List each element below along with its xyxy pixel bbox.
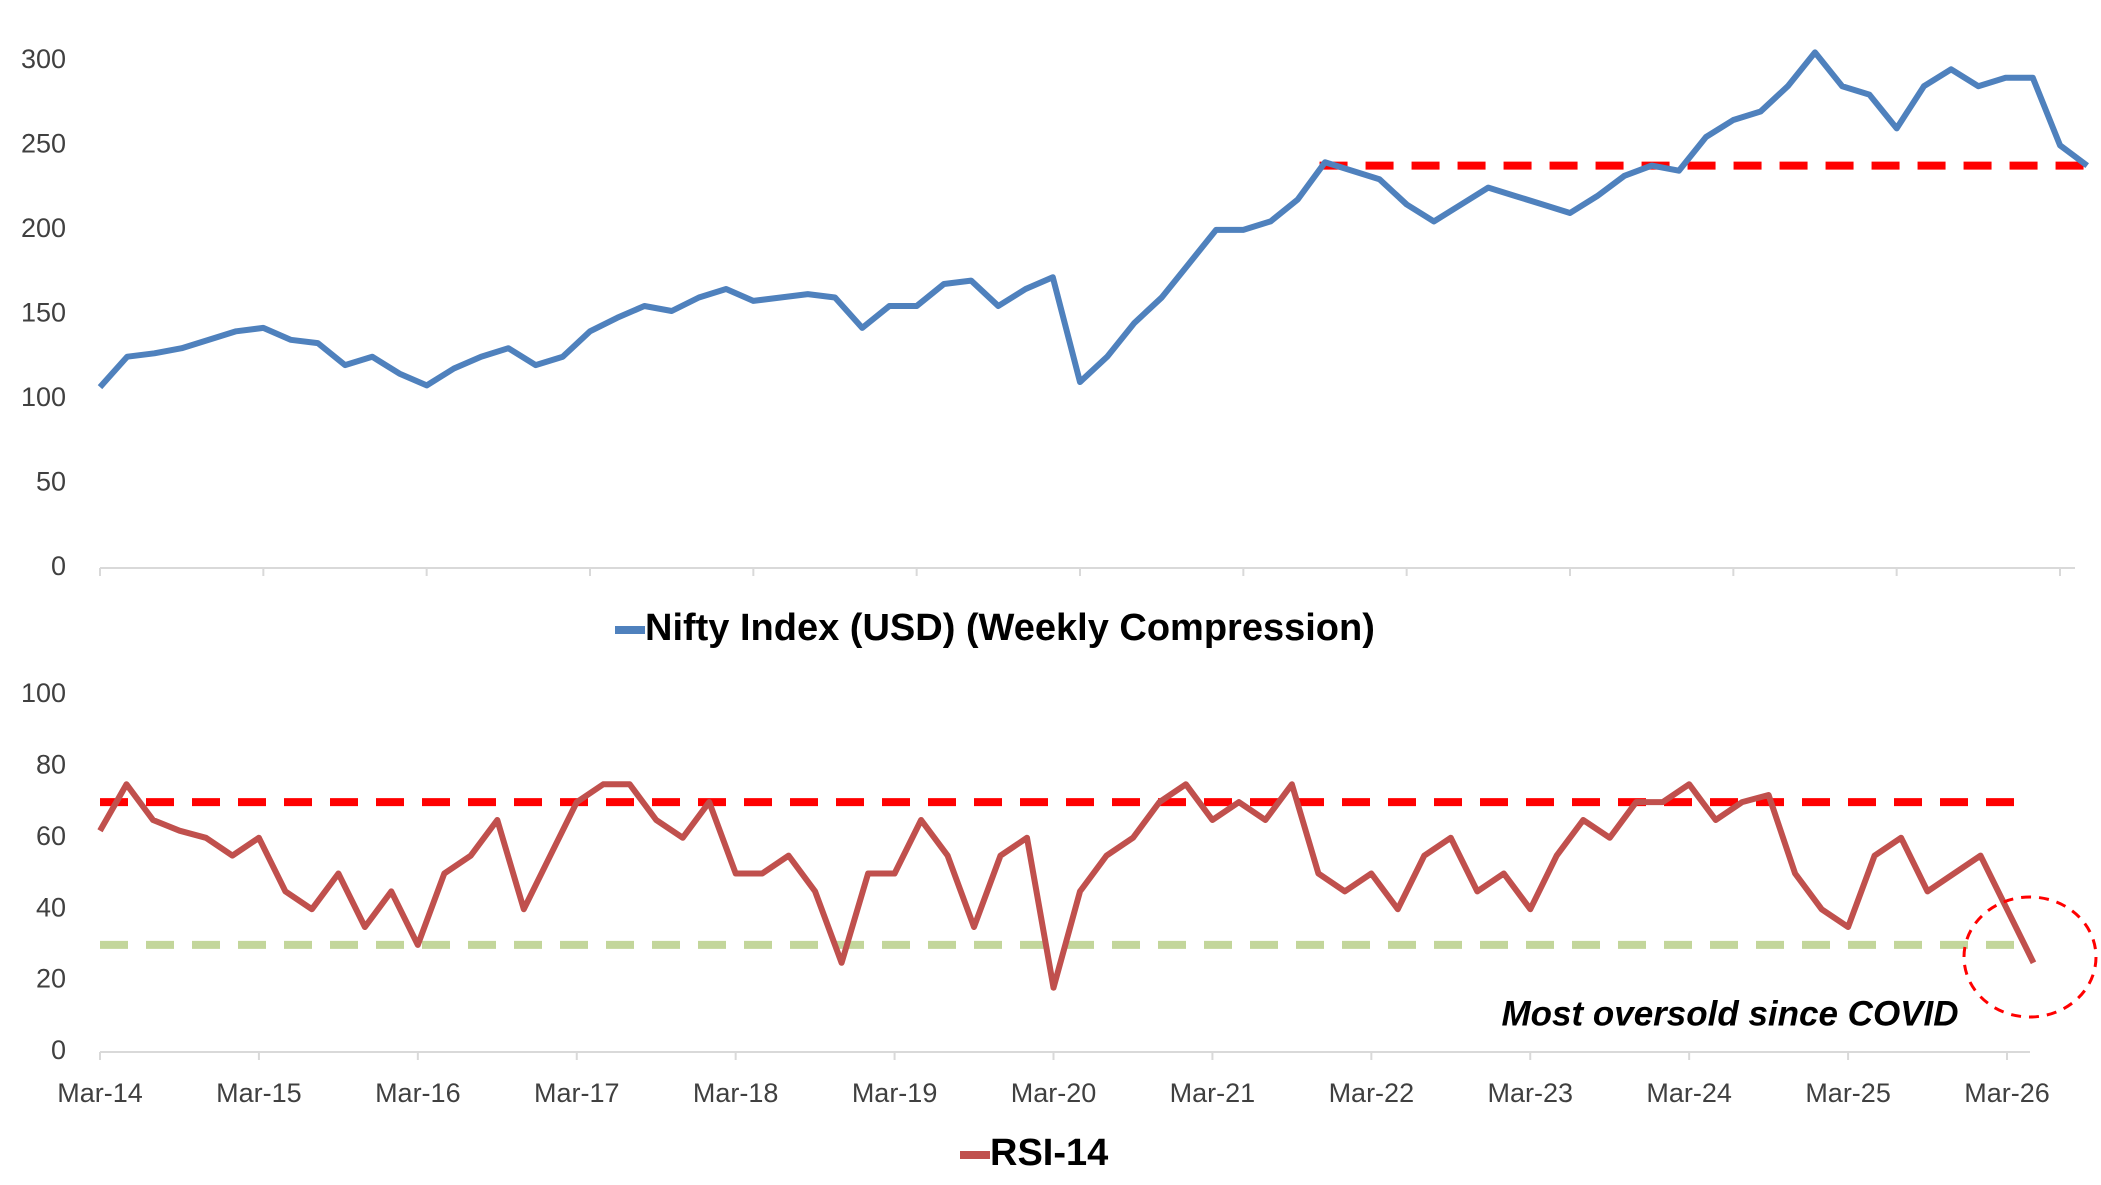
annotation: Most oversold since COVID [1501, 994, 1958, 1033]
data-line [97, 781, 2037, 991]
legend-label: RSI-14 [990, 1132, 1108, 1174]
y-tick-label: 300 [21, 44, 66, 74]
y-tick-label: 60 [36, 821, 66, 851]
x-tick-label: Mar-19 [852, 1078, 938, 1108]
x-tick-label: Mar-26 [1964, 1078, 2050, 1108]
data-line [97, 49, 2089, 390]
y-tick-label: 150 [21, 298, 66, 328]
y-tick-label: 100 [21, 678, 66, 708]
y-tick-label: 40 [36, 892, 66, 922]
y-tick-label: 80 [36, 750, 66, 780]
highlight-circle [1962, 895, 2098, 1019]
y-tick-label: 20 [36, 964, 66, 994]
x-tick-label: Mar-23 [1487, 1078, 1573, 1108]
x-tick-label: Mar-14 [57, 1078, 143, 1108]
y-tick-label: 100 [21, 382, 66, 412]
x-tick-label: Mar-22 [1329, 1078, 1415, 1108]
x-tick-label: Mar-21 [1170, 1078, 1256, 1108]
x-tick-label: Mar-18 [693, 1078, 779, 1108]
x-tick-label: Mar-25 [1805, 1078, 1891, 1108]
y-tick-label: 250 [21, 128, 66, 158]
y-tick-label: 0 [51, 551, 66, 581]
x-tick-label: Mar-16 [375, 1078, 461, 1108]
x-tick-label: Mar-17 [534, 1078, 620, 1108]
y-tick-label: 0 [51, 1035, 66, 1065]
y-tick-label: 50 [36, 467, 66, 497]
legend-label: Nifty Index (USD) (Weekly Compression) [645, 607, 1375, 649]
x-tick-label: Mar-15 [216, 1078, 302, 1108]
x-tick-label: Mar-24 [1646, 1078, 1732, 1108]
y-tick-label: 200 [21, 213, 66, 243]
x-tick-label: Mar-20 [1011, 1078, 1097, 1108]
